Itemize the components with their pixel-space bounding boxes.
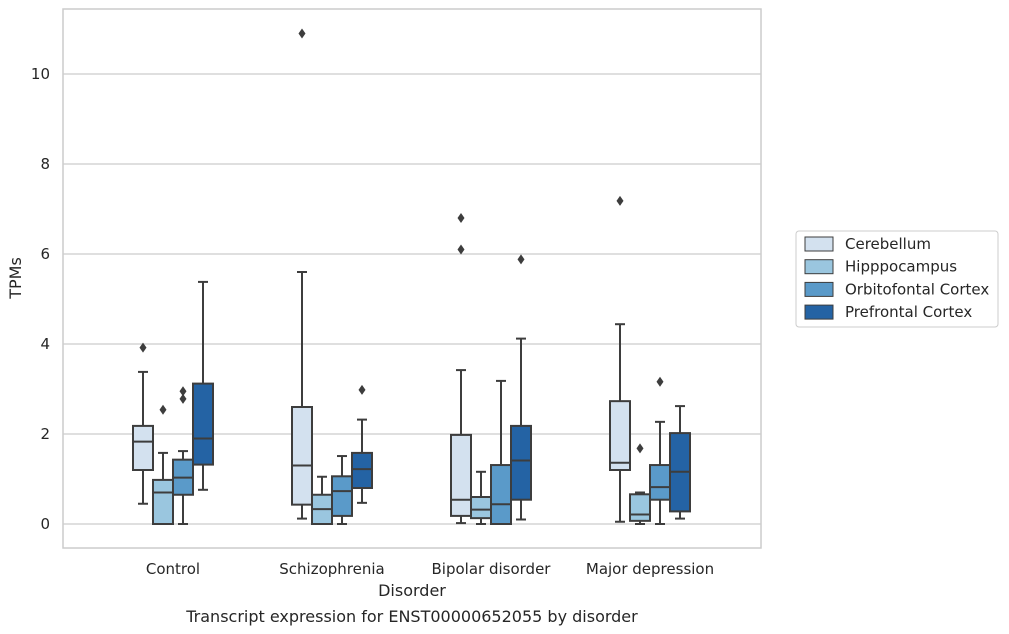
x-axis-label: Disorder xyxy=(378,581,446,600)
box-body xyxy=(490,464,512,525)
x-tick-labels: Control Schizophrenia Bipolar disorder Majo… xyxy=(146,560,714,578)
y-tick-labels: 0 2 4 6 8 10 xyxy=(31,65,50,533)
legend-swatch xyxy=(804,281,834,297)
legend-swatch xyxy=(804,304,834,320)
box-group xyxy=(669,405,691,520)
x-tick-label: Bipolar disorder xyxy=(432,560,552,578)
outlier-point xyxy=(636,443,644,454)
chart-caption: Transcript expression for ENST0000065205… xyxy=(185,607,638,626)
legend-frame xyxy=(795,230,999,328)
box-body xyxy=(192,382,214,466)
box-body xyxy=(629,493,651,522)
box-body xyxy=(609,400,631,471)
legend: Cerebellum Hipppocampus Orbitofontal Corte… xyxy=(795,230,999,328)
y-axis-label: TPMs xyxy=(6,257,25,300)
y-tick-label: 0 xyxy=(40,515,50,533)
box-group xyxy=(351,384,373,504)
box-body xyxy=(351,451,373,489)
box-group xyxy=(629,443,651,525)
box-body xyxy=(331,475,353,517)
box-body xyxy=(291,406,313,506)
box-group xyxy=(132,342,154,505)
box-body xyxy=(470,496,492,520)
box-group xyxy=(331,455,353,525)
box-group xyxy=(609,195,631,523)
boxes-layer xyxy=(132,28,691,525)
legend-swatch xyxy=(804,236,834,252)
outlier-point xyxy=(139,342,147,353)
box-body xyxy=(510,424,532,501)
y-tick-label: 8 xyxy=(40,155,50,173)
outlier-point xyxy=(616,195,624,206)
box-group xyxy=(510,254,532,521)
x-tick-label: Schizophrenia xyxy=(279,560,384,578)
box-body xyxy=(152,478,174,525)
box-group xyxy=(490,379,512,525)
legend-swatch xyxy=(804,259,834,275)
outlier-point xyxy=(159,404,167,415)
outlier-point xyxy=(517,254,525,265)
outlier-point xyxy=(457,244,465,255)
box-group xyxy=(291,28,313,520)
y-tick-label: 10 xyxy=(31,65,50,83)
legend-label: Cerebellum xyxy=(845,235,931,253)
box-group xyxy=(192,280,214,491)
y-tick-label: 4 xyxy=(40,335,50,353)
outlier-point xyxy=(179,393,187,404)
y-tick-label: 2 xyxy=(40,425,50,443)
legend-label: Orbitofontal Cortex xyxy=(845,280,989,298)
outlier-point xyxy=(298,28,306,39)
plot-frame xyxy=(62,8,762,549)
legend-label: Hipppocampus xyxy=(845,258,957,276)
y-tick-label: 6 xyxy=(40,245,50,263)
box-body xyxy=(450,433,472,517)
outlier-point xyxy=(457,213,465,223)
box-body xyxy=(649,464,671,501)
box-group xyxy=(152,404,174,525)
x-tick-label: Major depression xyxy=(586,560,714,578)
box-body xyxy=(132,424,154,471)
legend-label: Prefrontal Cortex xyxy=(845,303,972,321)
box-group xyxy=(172,386,194,525)
x-tick-label: Control xyxy=(146,560,200,578)
outlier-point xyxy=(358,384,366,395)
outlier-point xyxy=(179,386,187,397)
box-group xyxy=(450,213,472,525)
outlier-point xyxy=(656,376,664,387)
